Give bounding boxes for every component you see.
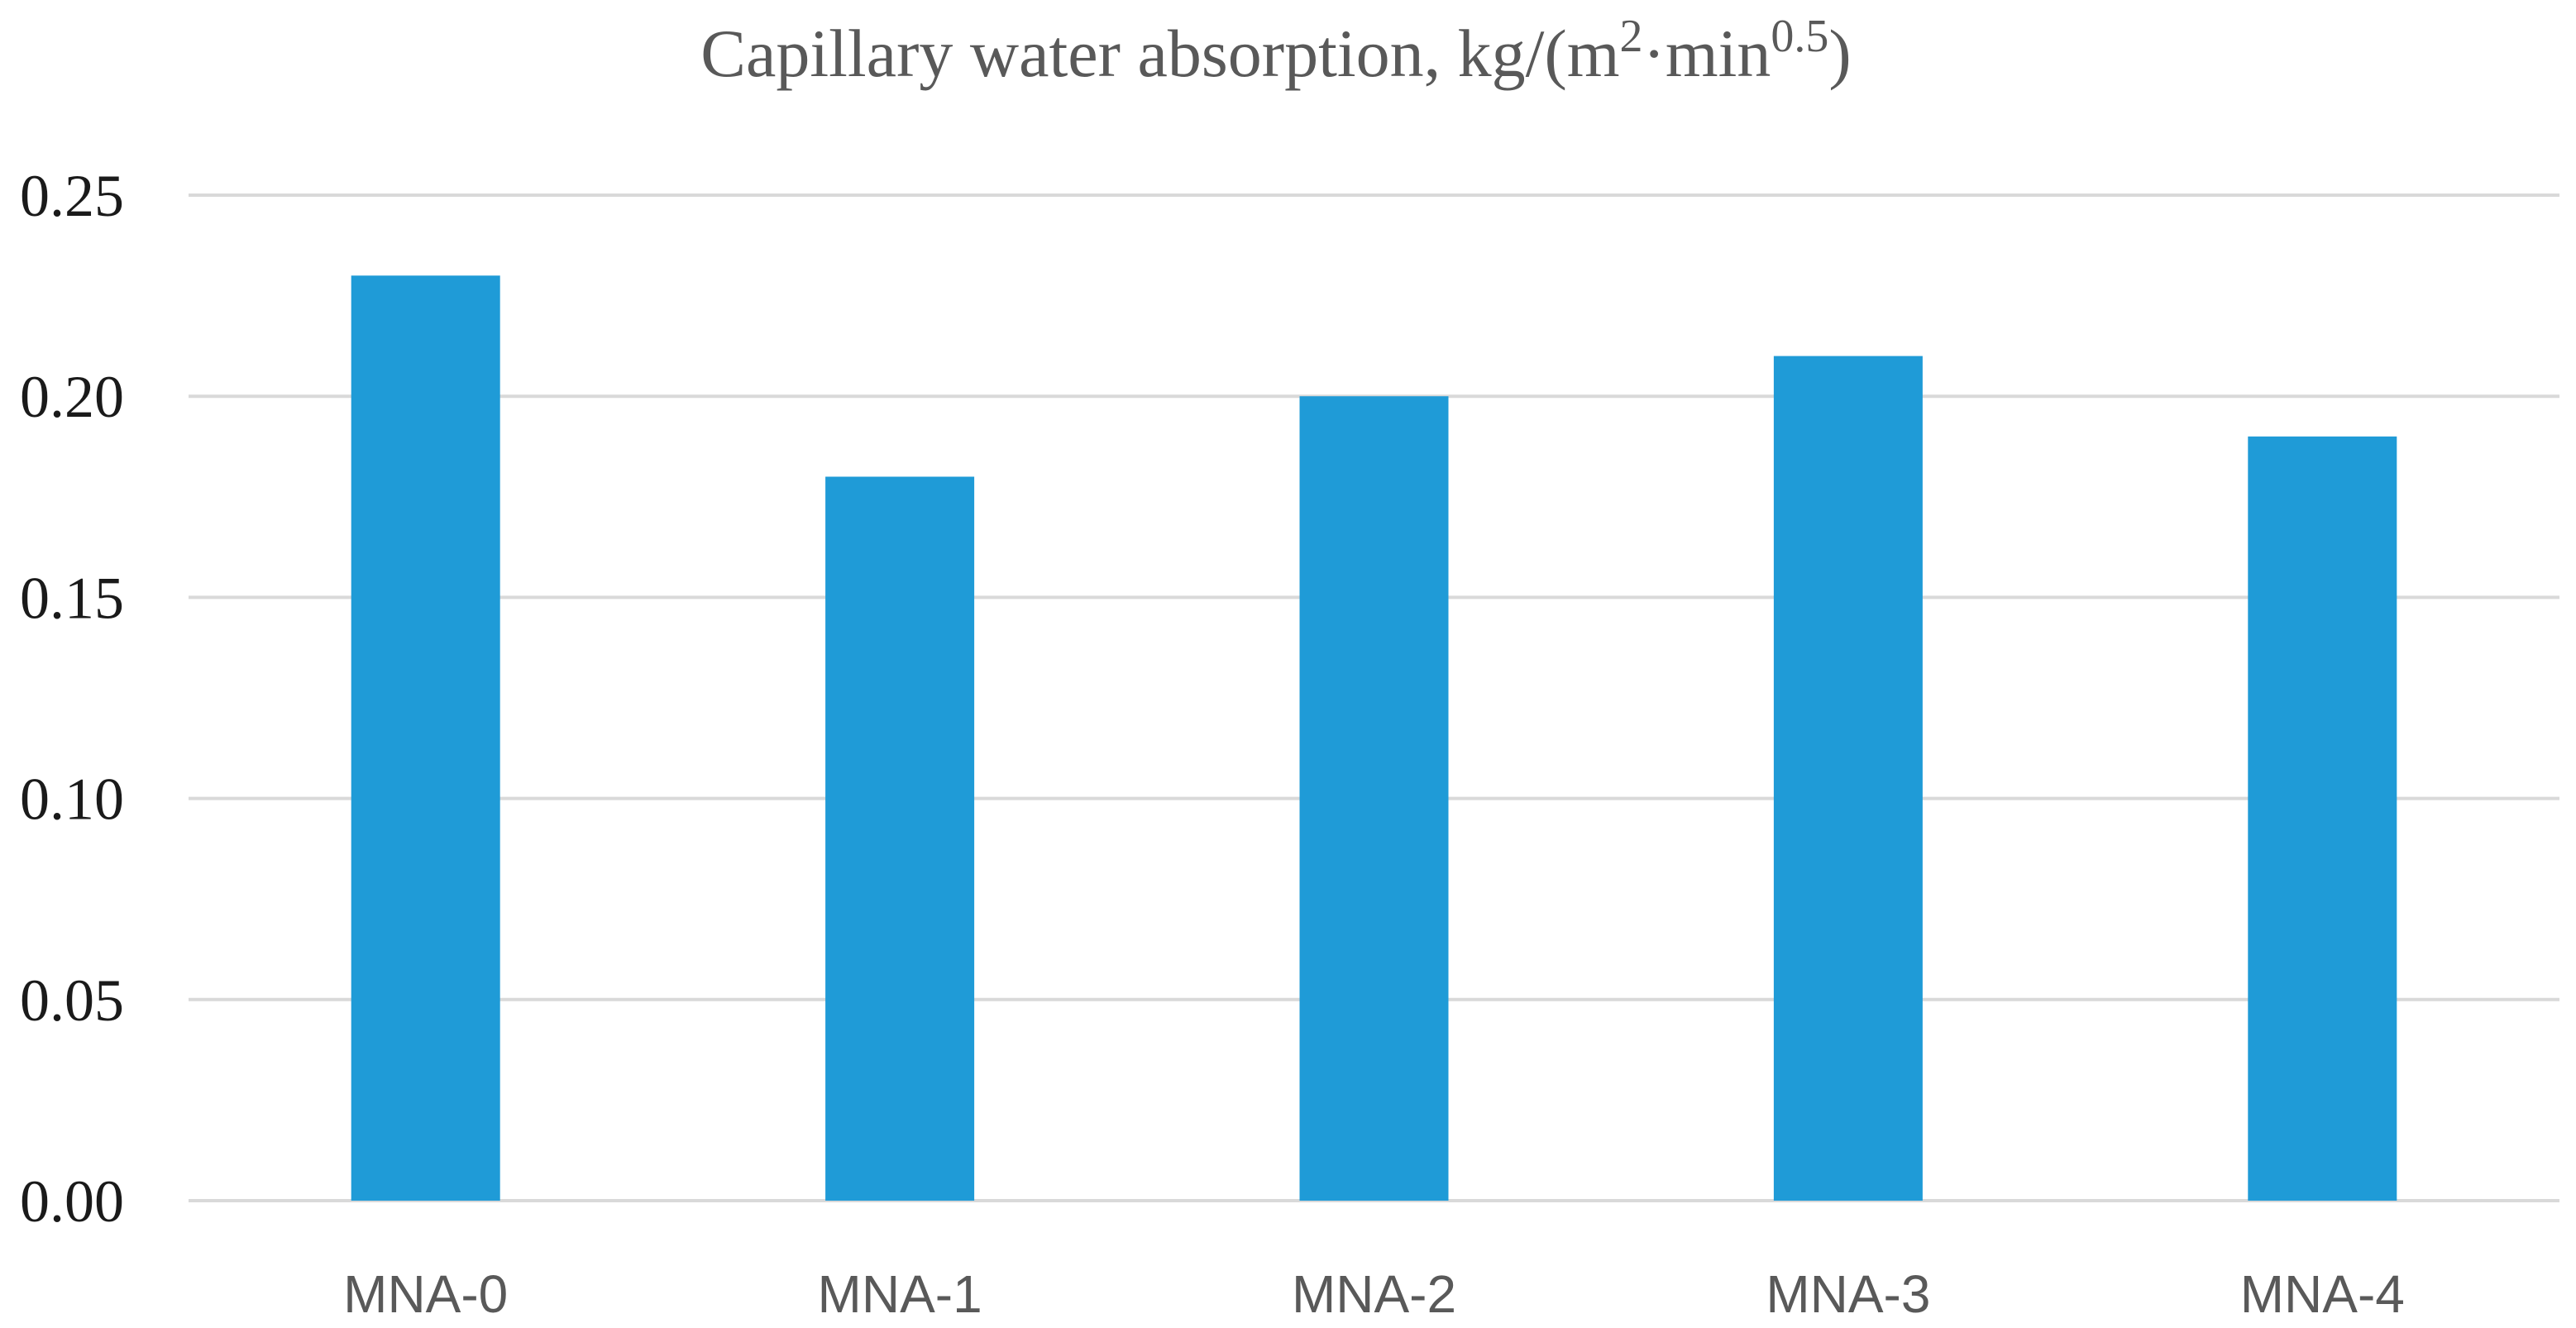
chart-title-superscript-2: 0.5	[1771, 11, 1828, 62]
bar-MNA-2	[1299, 396, 1449, 1201]
y-tick-label-2: 0.10	[20, 767, 124, 833]
x-tick-label-MNA-4: MNA-4	[2240, 1264, 2405, 1324]
x-axis-tick-labels: MNA-0 MNA-1 MNA-2 MNA-3 MNA-4	[343, 1264, 2405, 1324]
y-tick-label-4: 0.20	[20, 364, 124, 430]
y-tick-label-0: 0.00	[20, 1168, 124, 1235]
chart-title-main: Capillary water absorption, kg/(m	[700, 16, 1619, 91]
bar-MNA-1	[825, 476, 975, 1201]
bar-MNA-0	[351, 275, 500, 1201]
chart-title-middle: ·min	[1643, 16, 1771, 91]
bar-MNA-4	[2248, 436, 2397, 1201]
y-tick-label-5: 0.25	[20, 163, 124, 229]
chart-title-superscript-1: 2	[1620, 11, 1643, 62]
bar-MNA-3	[1773, 356, 1923, 1201]
bars	[351, 275, 2397, 1201]
x-tick-label-MNA-3: MNA-3	[1766, 1264, 1930, 1324]
x-tick-label-MNA-0: MNA-0	[343, 1264, 508, 1324]
y-tick-label-1: 0.05	[20, 967, 124, 1034]
y-tick-label-3: 0.15	[20, 565, 124, 631]
y-axis-tick-labels: 0.00 0.05 0.10 0.15 0.20 0.25	[20, 163, 124, 1235]
x-tick-label-MNA-1: MNA-1	[818, 1264, 982, 1324]
x-tick-label-MNA-2: MNA-2	[1292, 1264, 1456, 1324]
chart-title-end: )	[1828, 16, 1851, 91]
chart-title: Capillary water absorption, kg/(m2·min0.…	[700, 11, 1851, 91]
